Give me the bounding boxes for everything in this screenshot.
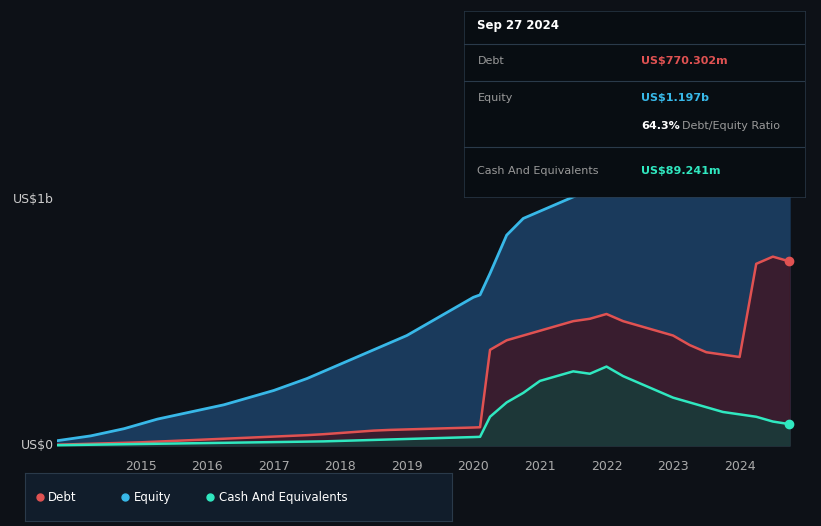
Text: Cash And Equivalents: Cash And Equivalents bbox=[219, 491, 347, 503]
Text: US$1.197b: US$1.197b bbox=[641, 93, 709, 103]
Text: Equity: Equity bbox=[478, 93, 513, 103]
Text: Debt/Equity Ratio: Debt/Equity Ratio bbox=[682, 122, 780, 132]
Text: Sep 27 2024: Sep 27 2024 bbox=[478, 19, 559, 32]
Text: US$1b: US$1b bbox=[13, 194, 53, 207]
Text: US$770.302m: US$770.302m bbox=[641, 56, 727, 66]
Text: Cash And Equivalents: Cash And Equivalents bbox=[478, 166, 599, 176]
Text: 64.3%: 64.3% bbox=[641, 122, 680, 132]
Text: Equity: Equity bbox=[134, 491, 171, 503]
Text: US$0: US$0 bbox=[21, 439, 53, 452]
Text: Debt: Debt bbox=[48, 491, 76, 503]
Text: Debt: Debt bbox=[478, 56, 504, 66]
Text: US$89.241m: US$89.241m bbox=[641, 166, 721, 176]
